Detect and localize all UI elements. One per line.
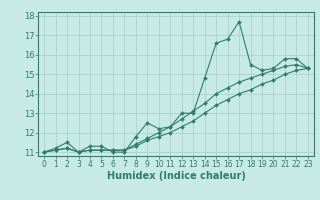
X-axis label: Humidex (Indice chaleur): Humidex (Indice chaleur) <box>107 171 245 181</box>
